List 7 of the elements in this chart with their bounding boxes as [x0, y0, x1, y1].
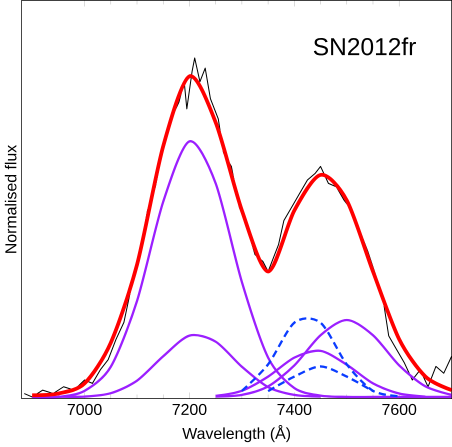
- y-axis-title: Normalised flux: [4, 145, 16, 253]
- x-axis-title: Wavelength (Å): [182, 425, 290, 442]
- x-tick-label: 7600: [382, 404, 416, 416]
- text: SN2012fr: [314, 37, 416, 56]
- x-tick-label: 7200: [172, 404, 206, 416]
- x-tick-label: 7000: [68, 404, 102, 416]
- x-tick-label: 7400: [277, 404, 312, 416]
